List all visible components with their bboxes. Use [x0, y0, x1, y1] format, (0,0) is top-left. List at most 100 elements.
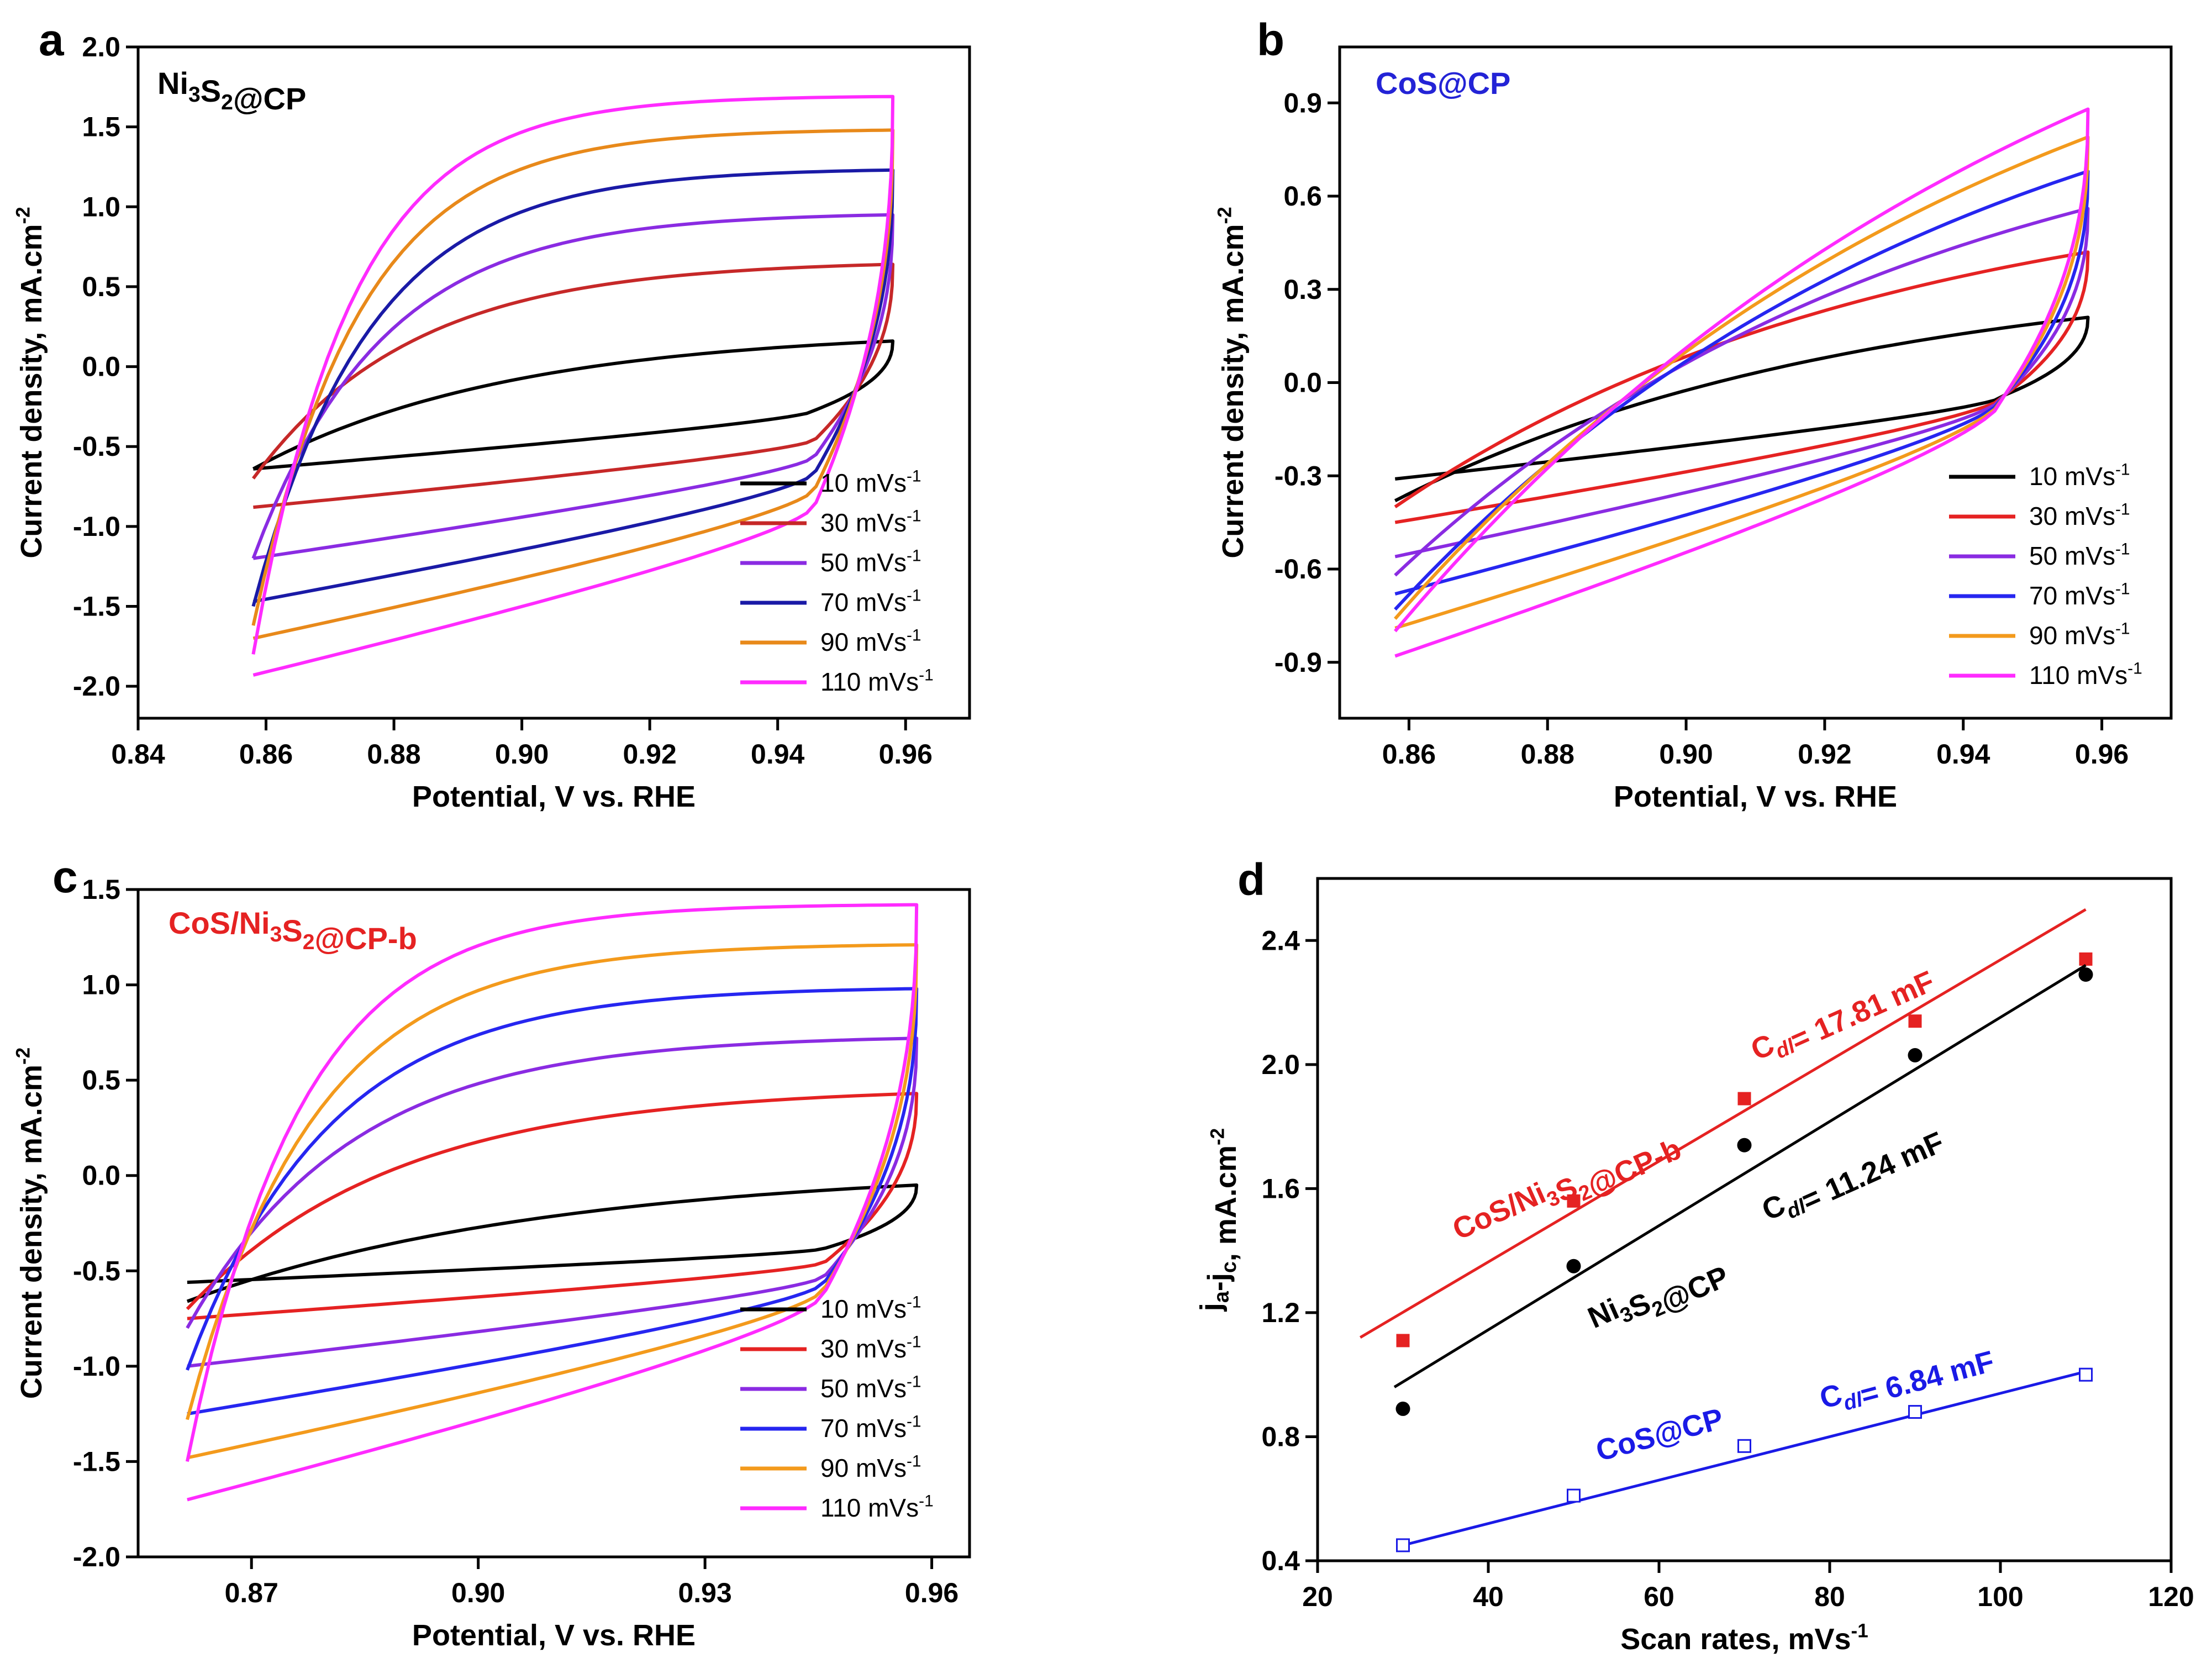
- cv-curve-70-mvs-1: [186, 987, 919, 1416]
- fit-line: [1402, 1370, 2087, 1547]
- series-annotation: CoS/Ni3S2@CP-b: [1447, 1119, 1686, 1260]
- y-tick-label: 0.9: [1283, 87, 1322, 118]
- legend-label: 70 mVs-1: [2029, 580, 2130, 610]
- y-axis-label: Current density, mA.cm-2: [1214, 207, 1250, 558]
- cv-curve-50-mvs-1: [186, 1036, 919, 1368]
- plot-frame: [136, 45, 971, 720]
- cv-curve-50-mvs-1: [251, 213, 895, 560]
- cv-curve-50-mvs-1: [1394, 207, 2090, 577]
- y-tick-label: -0.3: [1274, 460, 1322, 491]
- cv-curve-110-mvs-1: [185, 903, 919, 1502]
- legend-label: 30 mVs-1: [820, 1333, 921, 1363]
- y-tick-label: 0.0: [82, 351, 120, 382]
- legend-label: 50 mVs-1: [820, 1373, 921, 1403]
- cv-curve-10-mvs-1: [252, 339, 895, 471]
- legend-label: 30 mVs-1: [2029, 501, 2130, 530]
- cv-curve-30-mvs-1: [1394, 250, 2090, 524]
- legend-label: 90 mVs-1: [820, 1452, 921, 1482]
- y-tick-label: 2.0: [82, 31, 120, 62]
- data-point: [1567, 1488, 1581, 1503]
- data-point: [2078, 967, 2093, 982]
- x-axis-label: Potential, V vs. RHE: [412, 1619, 696, 1652]
- legend-label: 50 mVs-1: [820, 547, 921, 577]
- x-tick-label: 120: [2148, 1581, 2194, 1612]
- panel-letter-c: c: [52, 852, 78, 902]
- y-tick-label: 0.3: [1283, 274, 1322, 305]
- cv-curve-30-mvs-1: [186, 1092, 919, 1320]
- data-point: [1737, 1092, 1751, 1106]
- y-tick-label: 0.8: [1261, 1421, 1300, 1452]
- x-tick-label: 0.92: [1798, 739, 1851, 770]
- cv-curve-110-mvs-1: [251, 94, 895, 677]
- panel-d: 20 40 60 80 100 120 0.4 0.8 1.2 1.6 2.0 2.4 Scan rat…: [1194, 877, 2194, 1656]
- y-tick-label: 0.4: [1261, 1545, 1300, 1576]
- cv-curve-10-mvs-1: [186, 1183, 919, 1303]
- series-annotation: Cdl= 6.84 mF: [1816, 1338, 1998, 1423]
- y-axis-label: Current density, mA.cm-2: [12, 207, 48, 558]
- x-tick-label: 0.86: [239, 739, 293, 770]
- x-axis-label: Scan rates, mVs-1: [1620, 1620, 1868, 1656]
- data-point: [1395, 1401, 1410, 1416]
- panel-letter-b: b: [1257, 15, 1284, 65]
- legend-label: 10 mVs-1: [2029, 461, 2130, 491]
- y-tick-label: -1.0: [73, 511, 120, 542]
- data-point: [1908, 1405, 1922, 1419]
- x-tick-label: 0.96: [879, 739, 933, 770]
- x-tick-label: 0.90: [451, 1577, 505, 1608]
- panel-letter-a: a: [39, 15, 65, 65]
- y-tick-label: 2.0: [1261, 1049, 1300, 1080]
- y-tick-label: -1.5: [73, 591, 120, 622]
- legend-label: 30 mVs-1: [820, 507, 921, 537]
- y-tick-label: -1.0: [73, 1351, 120, 1382]
- x-tick-label: 80: [1814, 1581, 1845, 1612]
- cv-curve-70-mvs-1: [1394, 170, 2090, 611]
- panel-title: CoS@CP: [1376, 66, 1510, 101]
- y-axis-label: Current density, mA.cm-2: [12, 1048, 48, 1399]
- data-point: [1566, 1259, 1581, 1273]
- legend-label: 70 mVs-1: [820, 587, 921, 617]
- series-annotation: Cdl= 11.24 mF: [1757, 1119, 1948, 1234]
- data-point: [1737, 1439, 1751, 1453]
- y-tick-label: 0.0: [1283, 367, 1322, 398]
- cv-curve-110-mvs-1: [1394, 107, 2090, 658]
- x-tick-label: 0.96: [905, 1577, 958, 1608]
- panel-a: 0.84 0.86 0.88 0.90 0.92 0.94 0.96 -2.0 -1.5 -1.0…: [12, 31, 971, 813]
- y-tick-label: -0.5: [73, 431, 120, 462]
- y-tick-label: -0.6: [1274, 554, 1322, 585]
- cv-curve-90-mvs-1: [1394, 135, 2090, 630]
- x-tick-label: 0.94: [1936, 739, 1990, 770]
- legend-label: 90 mVs-1: [820, 627, 921, 656]
- y-tick-label: 0.5: [82, 1065, 120, 1096]
- fit-line: [1393, 964, 2087, 1388]
- y-tick-label: 0.0: [82, 1160, 120, 1191]
- legend-label: 90 mVs-1: [2029, 620, 2130, 650]
- x-tick-label: 0.87: [225, 1577, 278, 1608]
- plot-frame: [1316, 877, 2173, 1562]
- y-tick-label: 1.5: [82, 112, 120, 143]
- y-tick-label: -1.5: [73, 1446, 120, 1477]
- x-tick-label: 0.88: [367, 739, 420, 770]
- plot-frame: [136, 888, 971, 1559]
- panel-b: 0.86 0.88 0.90 0.92 0.94 0.96 -0.9 -0.6 -0.3 0.0 0…: [1214, 45, 2173, 813]
- y-tick-label: -0.9: [1274, 647, 1322, 678]
- x-axis-label: Potential, V vs. RHE: [1614, 780, 1897, 813]
- x-tick-label: 0.90: [495, 739, 549, 770]
- y-axis-label: ja-jc, mA.cm-2: [1194, 1128, 1242, 1312]
- x-tick-label: 0.92: [623, 739, 676, 770]
- y-tick-label: 0.6: [1283, 181, 1322, 212]
- plot-frame: [1338, 45, 2173, 720]
- panel-title: Ni3S2@CP: [157, 66, 306, 116]
- data-point: [1908, 1014, 1922, 1028]
- y-tick-label: 1.2: [1261, 1297, 1300, 1328]
- data-point: [1737, 1138, 1752, 1152]
- x-axis-label: Potential, V vs. RHE: [412, 780, 696, 813]
- cv-curve-30-mvs-1: [252, 262, 895, 509]
- y-tick-label: 1.6: [1261, 1173, 1300, 1204]
- legend-label: 110 mVs-1: [820, 666, 934, 696]
- data-point: [1908, 1048, 1923, 1062]
- x-tick-label: 0.93: [678, 1577, 731, 1608]
- x-tick-label: 0.86: [1382, 739, 1436, 770]
- y-tick-label: 1.0: [82, 970, 120, 1001]
- series-annotation: CoS@CP: [1593, 1402, 1727, 1468]
